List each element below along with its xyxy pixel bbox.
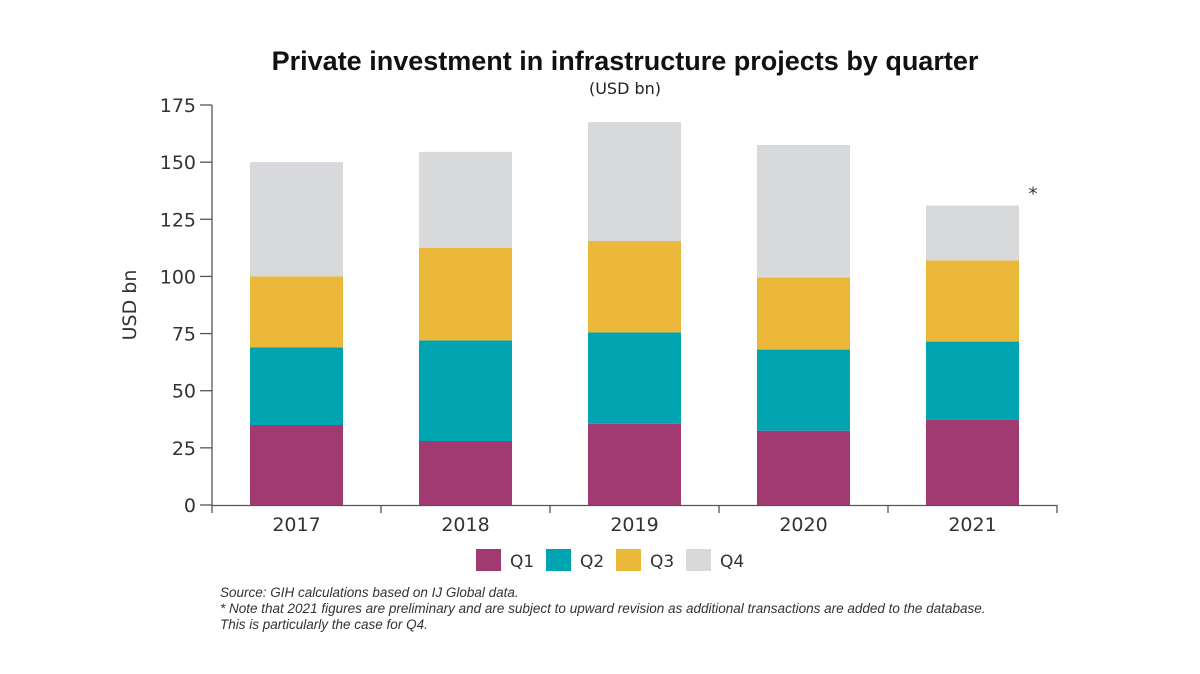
legend-label-q1: Q1 (510, 552, 534, 572)
y-tick-label: 175 (160, 95, 196, 117)
bar-2019-q2 (588, 332, 681, 424)
bar-2017-q2 (250, 347, 343, 425)
bar-2020-q2 (757, 349, 850, 431)
y-tick-label: 25 (172, 438, 196, 460)
bar-2018-q1 (419, 441, 512, 505)
bar-2021-q1 (926, 419, 1019, 505)
bar-2021-q3 (926, 260, 1019, 342)
chart-title: Private investment in infrastructure pro… (272, 46, 979, 76)
bar-2021-q4 (926, 205, 1019, 261)
preliminary-annotation: * (1029, 184, 1038, 205)
x-tick-label: 2020 (779, 514, 827, 536)
y-tick-label: 100 (160, 266, 196, 288)
y-tick-label: 50 (172, 381, 196, 403)
x-tick-label: 2017 (272, 514, 320, 536)
bar-2020-q4 (757, 145, 850, 278)
bar-2017-q3 (250, 276, 343, 348)
footnotes: Source: GIH calculations based on IJ Glo… (220, 585, 1180, 633)
legend-label-q2: Q2 (580, 552, 604, 572)
y-tick-label: 125 (160, 209, 196, 231)
bar-2020-q1 (757, 430, 850, 505)
bar-2019-q4 (588, 122, 681, 241)
x-tick-label: 2021 (948, 514, 996, 536)
preliminary-note: * Note that 2021 figures are preliminary… (220, 601, 986, 616)
x-tick-label: 2019 (610, 514, 658, 536)
x-axis: 2017 2018 2019 2020 2021 (211, 505, 1058, 536)
bar-2021-q2 (926, 341, 1019, 420)
bar-2018-q2 (419, 340, 512, 441)
legend-swatch-q1 (476, 549, 501, 571)
x-tick-label: 2018 (441, 514, 489, 536)
bar-2019-q3 (588, 241, 681, 333)
bars (250, 122, 1019, 505)
bar-2019-q1 (588, 423, 681, 505)
bar-2017-q4 (250, 162, 343, 277)
y-axis: 0 25 50 75 100 125 150 175 (160, 95, 213, 517)
y-tick-label: 150 (160, 152, 196, 174)
legend: Q1 Q2 Q3 Q4 (476, 549, 744, 572)
legend-swatch-q2 (546, 549, 571, 571)
source-note: Source: GIH calculations based on IJ Glo… (220, 585, 519, 600)
bar-2020-q3 (757, 277, 850, 350)
legend-swatch-q4 (686, 549, 711, 571)
y-tick-label: 0 (184, 495, 196, 517)
legend-label-q3: Q3 (650, 552, 674, 572)
bar-2018-q4 (419, 151, 512, 248)
legend-swatch-q3 (616, 549, 641, 571)
chart-subtitle: (USD bn) (589, 79, 661, 98)
bar-2018-q3 (419, 247, 512, 341)
bar-2017-q1 (250, 425, 343, 505)
y-tick-label: 75 (172, 324, 196, 346)
legend-label-q4: Q4 (720, 552, 744, 572)
preliminary-note-continued: This is particularly the case for Q4. (220, 617, 428, 632)
y-axis-title: USD bn (119, 270, 141, 341)
